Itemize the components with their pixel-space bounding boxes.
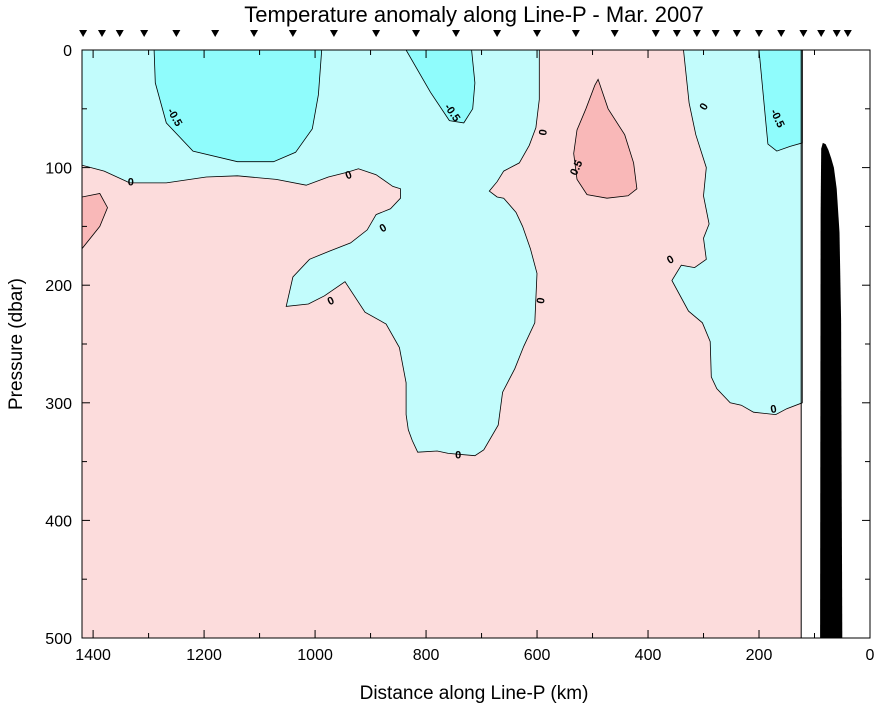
station-marker bbox=[711, 30, 720, 37]
bathymetry bbox=[820, 142, 843, 638]
contour-label: 0 bbox=[378, 222, 389, 235]
contour-label: 0 bbox=[665, 253, 676, 266]
station-marker bbox=[651, 30, 660, 37]
x-axis-label: Distance along Line-P (km) bbox=[360, 683, 589, 704]
contour-line-0.5 bbox=[573, 78, 638, 199]
contour-region--0.5 bbox=[759, 50, 803, 152]
contour-label-group: 0 bbox=[665, 253, 676, 266]
contour-label: 0 bbox=[698, 101, 711, 112]
station-marker bbox=[329, 30, 338, 37]
station-marker bbox=[732, 30, 741, 37]
bathymetry-shape bbox=[820, 142, 843, 638]
contour-label-group: 0 bbox=[535, 297, 548, 305]
station-marker bbox=[115, 30, 124, 37]
contour-label-group: 0 bbox=[537, 128, 550, 136]
contour-lines bbox=[82, 50, 803, 457]
station-marker bbox=[97, 30, 106, 37]
x-axis: 1400 1200 1000 800 600 400 200 0 bbox=[75, 50, 875, 664]
contour-label-group: 0 bbox=[326, 295, 337, 308]
y-tick-label: 500 bbox=[45, 631, 72, 648]
y-tick-label: 300 bbox=[45, 396, 72, 413]
x-tick-label: 400 bbox=[635, 647, 662, 664]
station-marker bbox=[493, 30, 502, 37]
station-marker bbox=[817, 30, 826, 37]
station-marker bbox=[250, 30, 259, 37]
contour-line--0.5 bbox=[405, 50, 476, 124]
station-marker bbox=[843, 30, 852, 37]
station-marker bbox=[755, 30, 764, 37]
station-marker bbox=[832, 30, 841, 37]
contour-label: 0 bbox=[326, 295, 337, 308]
contour-line-0.5 bbox=[82, 193, 108, 250]
station-marker bbox=[79, 30, 88, 37]
x-tick-label: 1200 bbox=[186, 647, 222, 664]
contour-label: 0 bbox=[770, 403, 778, 416]
x-tick-label: 600 bbox=[524, 647, 551, 664]
station-marker bbox=[288, 30, 297, 37]
station-marker bbox=[692, 30, 701, 37]
x-tick-label: 800 bbox=[413, 647, 440, 664]
y-tick-label: 400 bbox=[45, 513, 72, 530]
contour-label-group: 0 bbox=[378, 222, 389, 235]
contour-line--0.5 bbox=[758, 50, 803, 152]
contour-line-0 bbox=[671, 50, 803, 416]
contour-region--0.5 bbox=[154, 50, 322, 162]
station-marker bbox=[533, 30, 542, 37]
contour-label: 0 bbox=[344, 169, 354, 182]
station-marker bbox=[777, 30, 786, 37]
x-tick-label: 200 bbox=[746, 647, 773, 664]
contour-label-group: 0.5 bbox=[568, 159, 585, 178]
station-marker bbox=[211, 30, 220, 37]
y-tick-label: 0 bbox=[63, 43, 72, 60]
station-marker bbox=[372, 30, 381, 37]
contour-label-group: 0 bbox=[770, 403, 778, 416]
contour-line--0.5 bbox=[153, 50, 323, 163]
station-marker bbox=[571, 30, 580, 37]
chart-title: Temperature anomaly along Line-P - Mar. … bbox=[244, 2, 703, 27]
contour-label: 0 bbox=[455, 450, 461, 462]
contour-region-0.5 bbox=[82, 193, 108, 249]
station-marker bbox=[672, 30, 681, 37]
station-marker bbox=[799, 30, 808, 37]
station-marker bbox=[412, 30, 421, 37]
station-marker bbox=[610, 30, 619, 37]
contour-line-0 bbox=[82, 50, 540, 457]
contour-label: 0 bbox=[535, 297, 548, 305]
station-marker bbox=[140, 30, 149, 37]
x-tick-label: 1000 bbox=[297, 647, 333, 664]
station-marker bbox=[452, 30, 461, 37]
contour-region--0.5 bbox=[406, 50, 475, 123]
contour-label: 0 bbox=[128, 177, 134, 189]
contour-label: 0 bbox=[537, 128, 550, 136]
x-tick-label: 0 bbox=[866, 647, 875, 664]
y-tick-label: 200 bbox=[45, 278, 72, 295]
contour-label-group: 0 bbox=[455, 450, 461, 462]
y-axis: 0 100 200 300 400 500 bbox=[45, 43, 870, 648]
contour-fills bbox=[82, 50, 870, 638]
y-tick-label: 100 bbox=[45, 161, 72, 178]
contour-label-group: 0 bbox=[698, 101, 711, 112]
contour-label: 0.5 bbox=[568, 159, 585, 178]
contour-label-group: 0 bbox=[344, 169, 354, 182]
x-tick-label: 1400 bbox=[75, 647, 111, 664]
contour-region-0.5 bbox=[573, 79, 637, 199]
station-marker bbox=[172, 30, 181, 37]
y-axis-label: Pressure (dbar) bbox=[6, 278, 27, 410]
contour-label-group: 0 bbox=[128, 177, 134, 189]
station-markers bbox=[79, 30, 852, 37]
